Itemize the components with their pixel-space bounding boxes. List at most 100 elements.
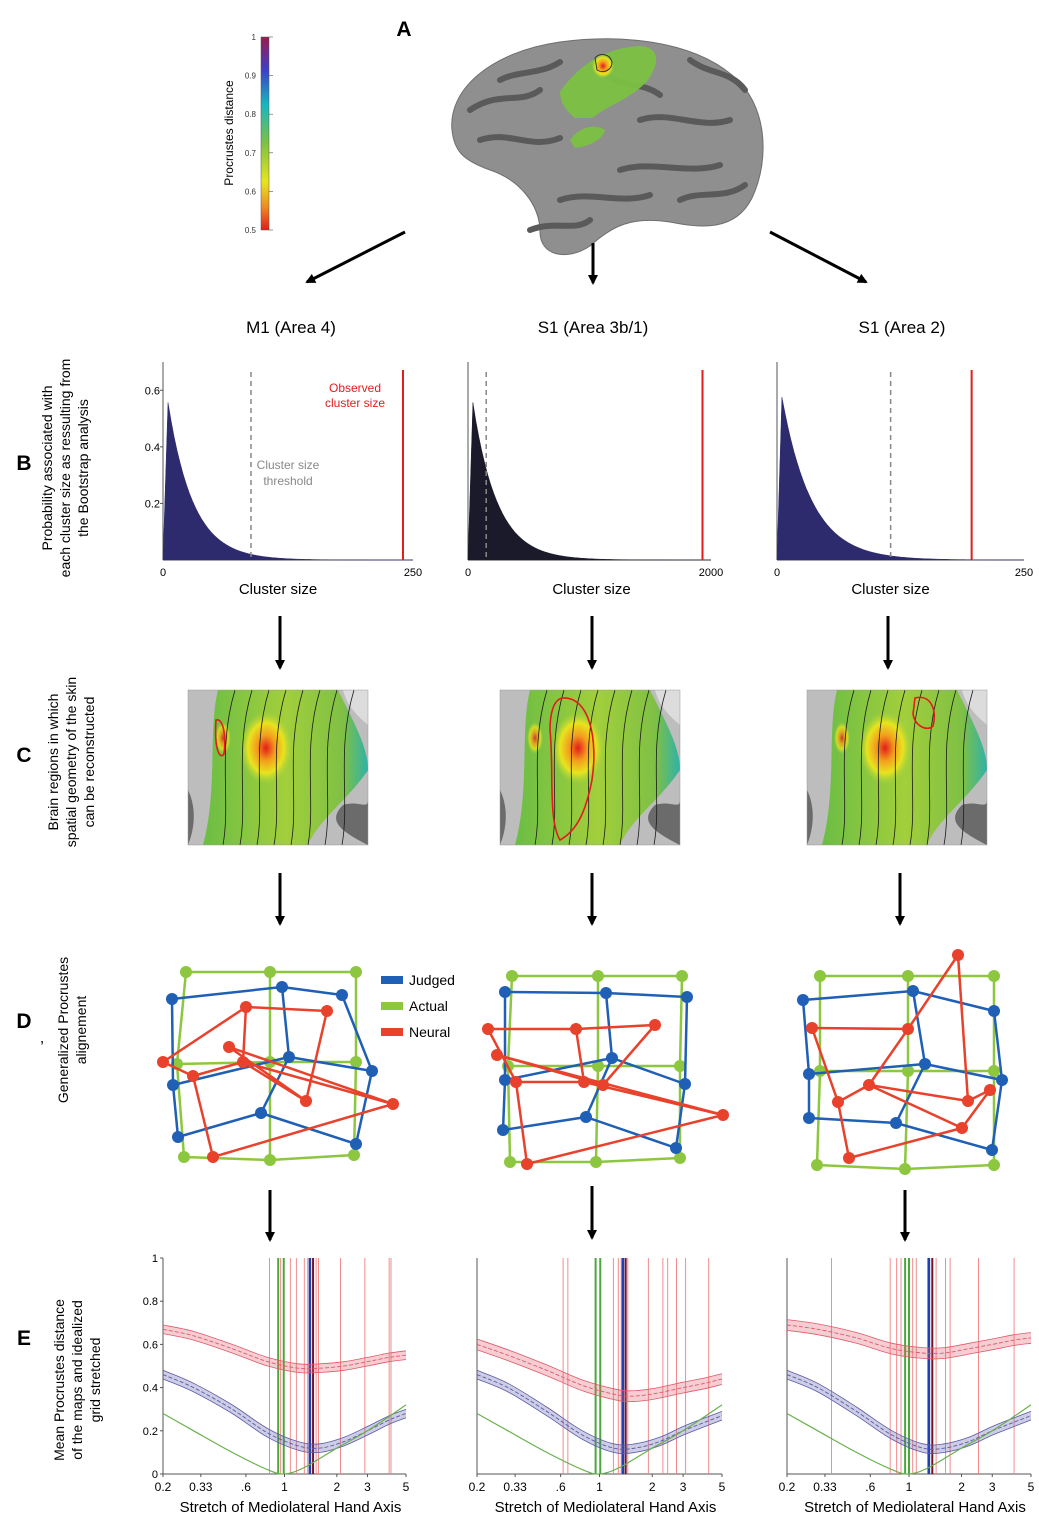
series-line: [476, 1343, 723, 1397]
grid-node: [180, 966, 192, 978]
series-band-edge: [786, 1319, 1032, 1349]
grid-edge: [808, 1116, 897, 1125]
grid-node: [167, 1079, 179, 1091]
grid-edge: [956, 954, 970, 1102]
row-label-d-line1: Generalized Procrustes: [55, 957, 71, 1103]
series-band-edge: [786, 1378, 1032, 1455]
grid-node: [890, 1117, 902, 1129]
map-frame: [806, 689, 988, 846]
series-line: [786, 1374, 1032, 1450]
map-contour: [273, 689, 287, 846]
column-title-s1-2: S1 (Area 2): [859, 318, 946, 337]
grid-edge: [802, 989, 914, 1002]
x-axis-label: Stretch of Mediolateral Hand Axis: [804, 1499, 1026, 1516]
x-tick-label: 5: [403, 1480, 410, 1494]
colorbar-tick-label: 0.9: [245, 72, 257, 81]
x-tick-label: .6: [556, 1480, 566, 1494]
grid-edge: [960, 1089, 992, 1129]
panel-letter-b: B: [16, 452, 31, 475]
map-contour: [653, 689, 667, 846]
grid-node: [255, 1107, 267, 1119]
grid-node: [580, 1111, 592, 1123]
grid-edge: [171, 1084, 180, 1138]
grid-node: [321, 1005, 333, 1017]
grid-node: [283, 1051, 295, 1063]
column-title-m1: M1 (Area 4): [246, 318, 336, 337]
row-label-b: Probability associated with each cluster…: [39, 359, 91, 578]
map-sulcus: [500, 790, 506, 845]
x-tick-label: 5: [1028, 1480, 1035, 1494]
grid-node: [600, 987, 612, 999]
series-band-edge: [162, 1333, 407, 1374]
grid-node: [482, 1023, 494, 1035]
grid-edge: [176, 1060, 271, 1066]
series-band-edge: [162, 1324, 407, 1365]
grid-node: [592, 970, 604, 982]
row-label-e-line3: grid stretched: [87, 1338, 103, 1423]
grid-node: [814, 970, 826, 982]
judged-grid: [166, 981, 378, 1150]
map-contour: [568, 689, 582, 846]
grid-node: [919, 1058, 931, 1070]
x-tick-label: 2: [649, 1480, 656, 1494]
series-band-edge: [476, 1378, 723, 1455]
grid-node: [670, 1142, 682, 1154]
y-tick-label: 0.2: [143, 1426, 158, 1438]
map-hotspot: [552, 712, 604, 784]
activation-map-2: [806, 689, 988, 846]
x-tick-label: .6: [241, 1480, 251, 1494]
grid-edge: [848, 1126, 963, 1160]
grid-edge: [501, 1079, 507, 1131]
brain-image: [451, 38, 764, 256]
grid-node: [797, 994, 809, 1006]
grid-node: [986, 1144, 998, 1156]
grid-node: [676, 970, 688, 982]
grid-node: [803, 1112, 815, 1124]
x-tick-label: 0.2: [155, 1480, 172, 1494]
grid-node: [806, 1022, 818, 1034]
x-tick-label: 0.33: [189, 1480, 213, 1494]
series-band-edge: [786, 1330, 1032, 1360]
histogram-2: 0 250 Cluster size: [774, 362, 1033, 598]
grid-edge: [281, 985, 343, 997]
grid-edge: [674, 1083, 687, 1149]
grid-node: [336, 989, 348, 1001]
legend-label-actual: Actual: [409, 998, 448, 1014]
grid-edge: [992, 1010, 1004, 1081]
grid-edge: [175, 1063, 186, 1158]
grid-node: [988, 970, 1000, 982]
map-contour: [619, 689, 633, 846]
series-band: [477, 1339, 722, 1402]
grid-edge: [816, 1163, 906, 1171]
map-contour: [585, 689, 599, 846]
x-tick-label: 1: [596, 1480, 603, 1494]
grid-edge: [811, 1026, 909, 1031]
observed-label-line2: cluster size: [325, 396, 385, 410]
grid-edge: [868, 1083, 969, 1103]
grid-node: [348, 1149, 360, 1161]
grid-node: [902, 1065, 914, 1077]
histogram-1: 0 2000 Cluster size: [465, 362, 723, 598]
neural-grid: [482, 1019, 729, 1170]
grid-node: [506, 970, 518, 982]
grid-edge: [575, 1023, 656, 1031]
grid-node: [300, 1095, 312, 1107]
grid-edge: [895, 1121, 993, 1152]
grid-node: [499, 986, 511, 998]
cluster-outline: [549, 697, 595, 842]
observed-label-line1: Observed: [329, 381, 381, 395]
grid-node: [899, 1163, 911, 1175]
grid-edge: [595, 1156, 681, 1164]
grid-edge: [604, 992, 614, 1059]
row-label-b-line2: each cluster size as ressulting from: [57, 359, 73, 578]
grid-node: [166, 993, 178, 1005]
grid-node: [649, 1019, 661, 1031]
row-label-d-line2: alignement: [73, 996, 89, 1065]
colorbar-tick-label: 0.5: [245, 226, 257, 235]
grid-edge: [502, 1115, 587, 1132]
grid-node: [387, 1098, 399, 1110]
x-tick-label: 2: [333, 1480, 340, 1494]
threshold-label-line2: threshold: [263, 474, 312, 488]
